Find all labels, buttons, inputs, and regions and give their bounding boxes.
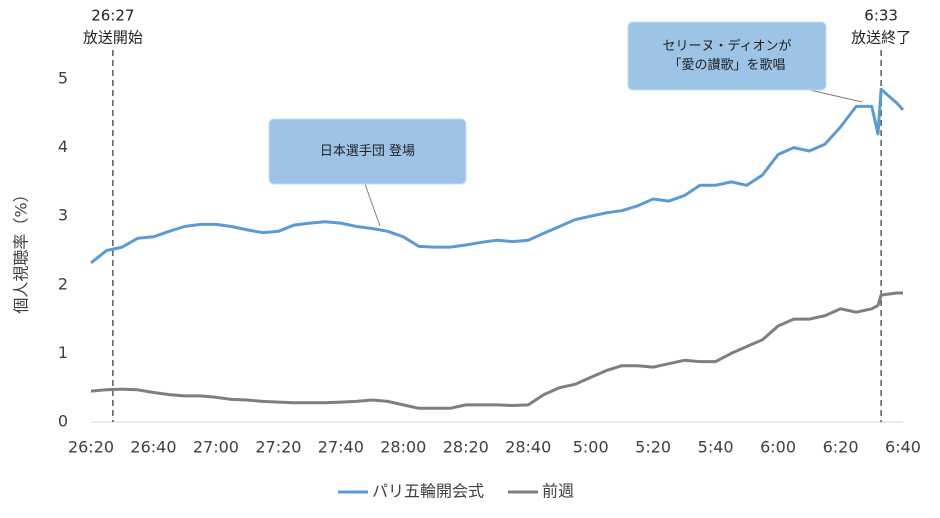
callout-text: 「愛の讃歌」を歌唱 [668, 58, 785, 73]
marker-time: 6:33 [864, 7, 898, 25]
series-line [90, 87, 905, 264]
x-tick-label: 26:40 [130, 438, 176, 457]
x-tick-label: 28:20 [443, 438, 489, 457]
x-tick-label: 6:40 [885, 438, 921, 457]
y-tick-label: 4 [58, 137, 68, 156]
legend-label: パリ五輪開会式 [372, 482, 484, 501]
x-tick-label: 6:20 [823, 438, 859, 457]
x-tick-label: 6:00 [760, 438, 796, 457]
marker-text: 放送開始 [83, 29, 143, 47]
y-tick-label: 5 [58, 69, 68, 88]
x-tick-label: 5:20 [635, 438, 671, 457]
y-axis-label: 個人視聴率（%） [12, 186, 31, 313]
marker-text: 放送終了 [851, 29, 911, 47]
x-tick-label: 5:00 [573, 438, 609, 457]
y-tick-label: 1 [58, 343, 68, 362]
callout-box [627, 21, 827, 91]
callout-pointer [364, 183, 381, 227]
y-tick-label: 0 [58, 412, 68, 431]
callout-box [268, 118, 467, 185]
series-line [90, 291, 903, 410]
x-tick-label: 27:20 [255, 438, 301, 457]
x-tick-label: 27:00 [193, 438, 239, 457]
x-tick-label: 27:40 [318, 438, 364, 457]
callout-text: セリーヌ・ディオンが [662, 38, 791, 54]
legend-label: 前週 [542, 482, 574, 501]
x-tick-label: 5:40 [698, 438, 734, 457]
x-tick-label: 26:20 [68, 438, 114, 457]
x-tick-label: 28:40 [505, 438, 551, 457]
callout-text: 日本選手団 登場 [320, 144, 415, 159]
x-tick-label: 28:00 [380, 438, 426, 457]
y-tick-label: 3 [58, 206, 68, 225]
marker-time: 26:27 [91, 7, 134, 25]
y-tick-label: 2 [58, 274, 68, 293]
callout-pointer [809, 89, 863, 103]
